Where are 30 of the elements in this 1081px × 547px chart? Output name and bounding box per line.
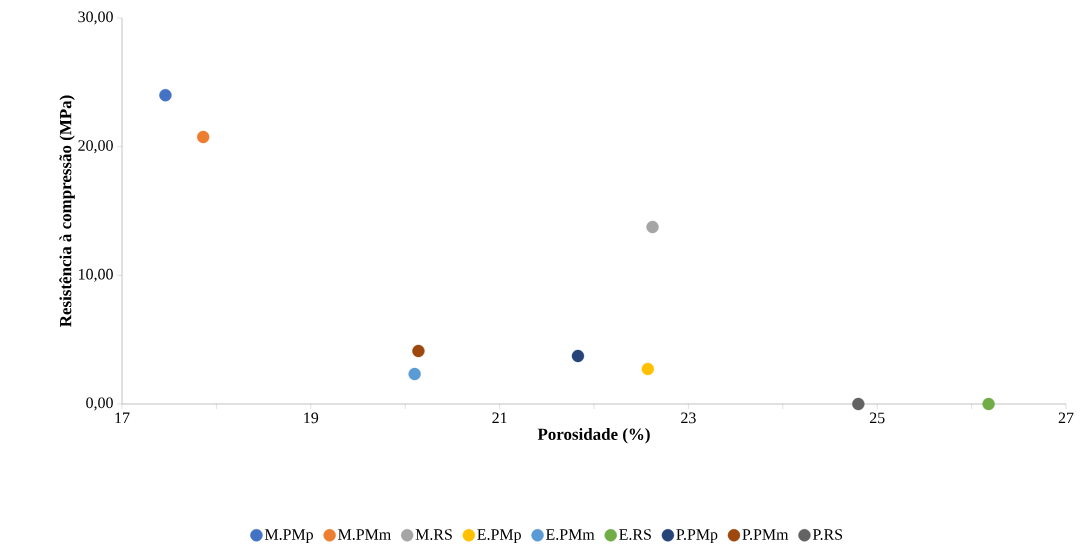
legend-label: M.PMm bbox=[338, 529, 391, 540]
point bbox=[641, 362, 655, 376]
x-tick-label: 27 bbox=[1058, 412, 1074, 424]
x-tick-label: 21 bbox=[492, 412, 507, 424]
x-axis-title: Porosidade (%) bbox=[537, 428, 650, 444]
legend-label: M.PMp bbox=[264, 529, 313, 544]
x-tick-label: 23 bbox=[681, 412, 696, 424]
y-tick-label: 0,00 bbox=[86, 397, 113, 411]
point bbox=[159, 88, 172, 102]
point bbox=[982, 397, 995, 411]
point bbox=[852, 397, 865, 411]
legend-label: E.PMp bbox=[477, 529, 521, 544]
y-tick-label: 10,00 bbox=[79, 268, 113, 282]
point bbox=[408, 367, 421, 381]
legend-label: P.RS bbox=[812, 529, 843, 540]
point bbox=[196, 130, 210, 144]
legend-label: M.RS bbox=[415, 529, 452, 540]
x-tick-label: 17 bbox=[115, 412, 130, 424]
x-tick-label: 25 bbox=[869, 412, 885, 424]
legend-label: E.RS bbox=[619, 529, 651, 540]
legend-label: P.PMm bbox=[742, 529, 789, 540]
y-axis-title: Resistência à compressão (MPa) bbox=[59, 95, 75, 327]
x-tick-label: 19 bbox=[304, 412, 319, 424]
point bbox=[412, 344, 425, 358]
y-tick-label: 20,00 bbox=[78, 140, 113, 154]
y-tick-label: 30,00 bbox=[78, 11, 113, 25]
point bbox=[571, 349, 585, 363]
legend-label: E.PMm bbox=[545, 529, 595, 540]
point bbox=[646, 220, 659, 234]
legend-label: P.PMp bbox=[676, 529, 718, 544]
